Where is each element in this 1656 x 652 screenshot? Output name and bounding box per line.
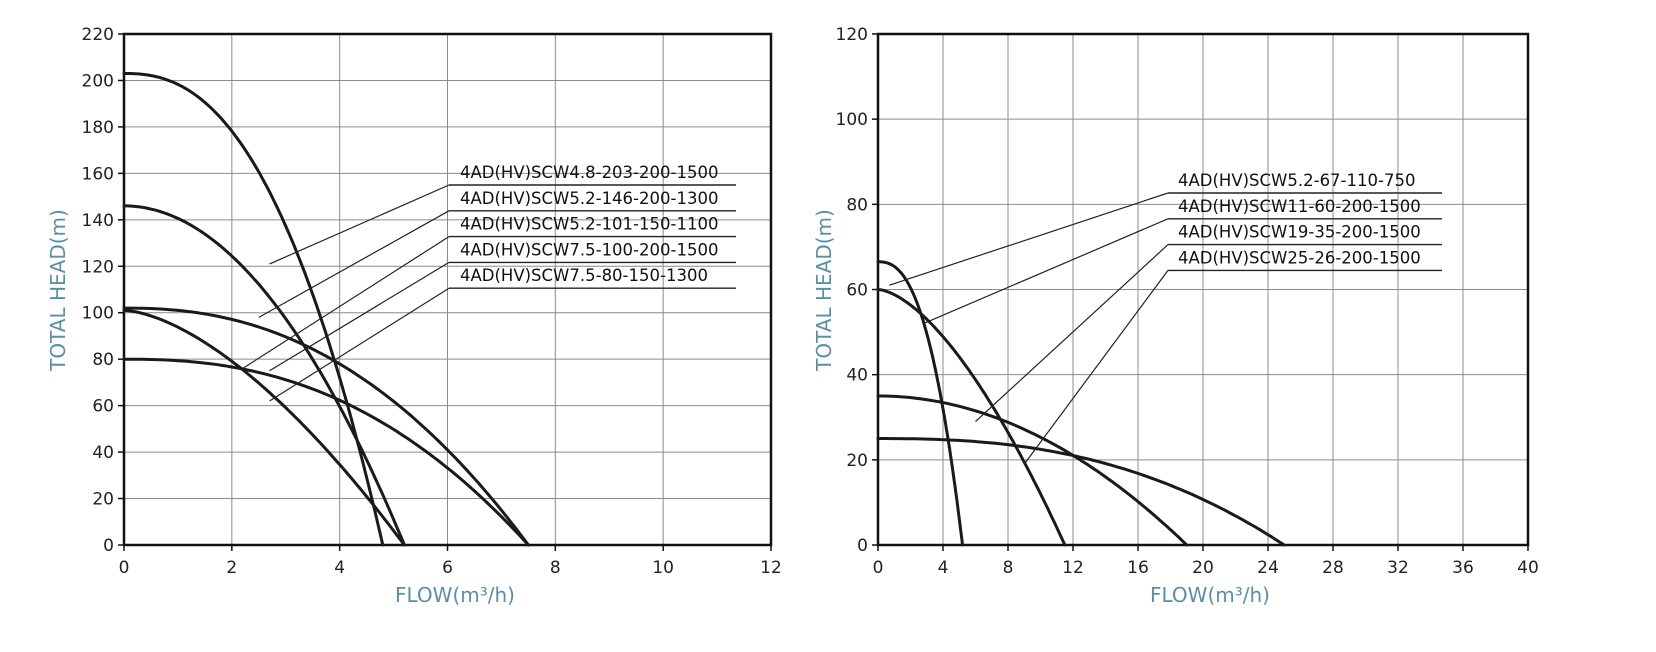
x-tick-label: 8 xyxy=(550,558,561,578)
y-tick-label: 80 xyxy=(92,350,114,370)
y-tick-label: 120 xyxy=(82,257,114,277)
x-tick-label: 0 xyxy=(873,558,884,578)
performance-curve xyxy=(876,437,1286,547)
leader-line xyxy=(975,244,1169,422)
legend-label: 4AD(HV)SCW4.8-203-200-1500 xyxy=(460,163,718,182)
y-tick-label: 20 xyxy=(846,451,868,471)
y-tick-label: 180 xyxy=(82,118,114,138)
y-tick-label: 120 xyxy=(836,25,868,45)
x-tick-label: 28 xyxy=(1322,558,1344,578)
x-tick-label: 4 xyxy=(938,558,949,578)
x-tick-label: 0 xyxy=(119,558,130,578)
legend-label: 4AD(HV)SCW5.2-146-200-1300 xyxy=(460,189,718,208)
x-axis-title: FLOW(m³/h) xyxy=(395,583,515,607)
y-tick-label: 220 xyxy=(82,25,114,45)
performance-curve xyxy=(122,204,406,547)
x-tick-label: 36 xyxy=(1452,558,1474,578)
performance-curve xyxy=(122,306,530,547)
performance-curve xyxy=(122,308,406,547)
legend-label: 4AD(HV)SCW5.2-67-110-750 xyxy=(1178,171,1415,190)
y-tick-label: 40 xyxy=(846,366,868,386)
x-tick-label: 10 xyxy=(652,558,674,578)
leader-line xyxy=(269,261,450,372)
leader-line xyxy=(258,210,450,318)
y-tick-label: 60 xyxy=(846,281,868,301)
legend-label: 4AD(HV)SCW7.5-80-150-1300 xyxy=(460,266,708,285)
legend-label: 4AD(HV)SCW19-35-200-1500 xyxy=(1178,223,1421,242)
x-tick-label: 4 xyxy=(334,558,345,578)
performance-curve xyxy=(876,288,1067,547)
x-tick-label: 6 xyxy=(442,558,453,578)
performance-curve xyxy=(122,357,530,547)
legend-label: 4AD(HV)SCW7.5-100-200-1500 xyxy=(460,240,718,259)
leader-line xyxy=(923,218,1169,325)
performance-curve xyxy=(876,394,1189,547)
legend-label: 4AD(HV)SCW11-60-200-1500 xyxy=(1178,197,1421,216)
y-tick-label: 80 xyxy=(846,195,868,215)
y-tick-label: 200 xyxy=(82,71,114,91)
y-tick-label: 100 xyxy=(836,110,868,130)
leader-line xyxy=(1023,270,1169,465)
x-tick-label: 16 xyxy=(1127,558,1149,578)
legend-label: 4AD(HV)SCW5.2-101-150-1100 xyxy=(460,215,718,234)
x-tick-label: 8 xyxy=(1003,558,1014,578)
x-tick-label: 24 xyxy=(1257,558,1279,578)
x-tick-label: 2 xyxy=(226,558,237,578)
y-tick-label: 20 xyxy=(92,490,114,510)
leader-line xyxy=(269,184,450,265)
y-tick-label: 100 xyxy=(82,304,114,324)
performance-curve xyxy=(122,72,385,547)
y-tick-label: 140 xyxy=(82,211,114,231)
leader-line xyxy=(242,236,450,369)
y-tick-label: 40 xyxy=(92,443,114,463)
legend-label: 4AD(HV)SCW25-26-200-1500 xyxy=(1178,248,1421,267)
leader-line xyxy=(889,192,1169,286)
y-tick-label: 160 xyxy=(82,164,114,184)
x-axis-title: FLOW(m³/h) xyxy=(1150,583,1270,607)
y-axis-title: TOTAL HEAD(m) xyxy=(46,209,70,372)
x-tick-label: 40 xyxy=(1517,558,1539,578)
y-tick-label: 60 xyxy=(92,397,114,417)
x-tick-label: 32 xyxy=(1387,558,1409,578)
x-tick-label: 20 xyxy=(1192,558,1214,578)
x-tick-label: 12 xyxy=(1062,558,1084,578)
chart-right: 0 4 8 12 16 20 24 28 32 36 40 0 20 40 60 80 100 120 FLOW(m… xyxy=(812,25,1539,607)
leader-line xyxy=(269,287,450,402)
x-tick-label: 12 xyxy=(760,558,782,578)
y-tick-label: 0 xyxy=(103,536,114,556)
y-axis-title: TOTAL HEAD(m) xyxy=(812,209,836,372)
chart-left: 0 2 4 6 8 10 12020406080100120140160180200220F… xyxy=(46,25,782,607)
plot-frame xyxy=(122,32,773,547)
y-tick-label: 0 xyxy=(857,536,868,556)
